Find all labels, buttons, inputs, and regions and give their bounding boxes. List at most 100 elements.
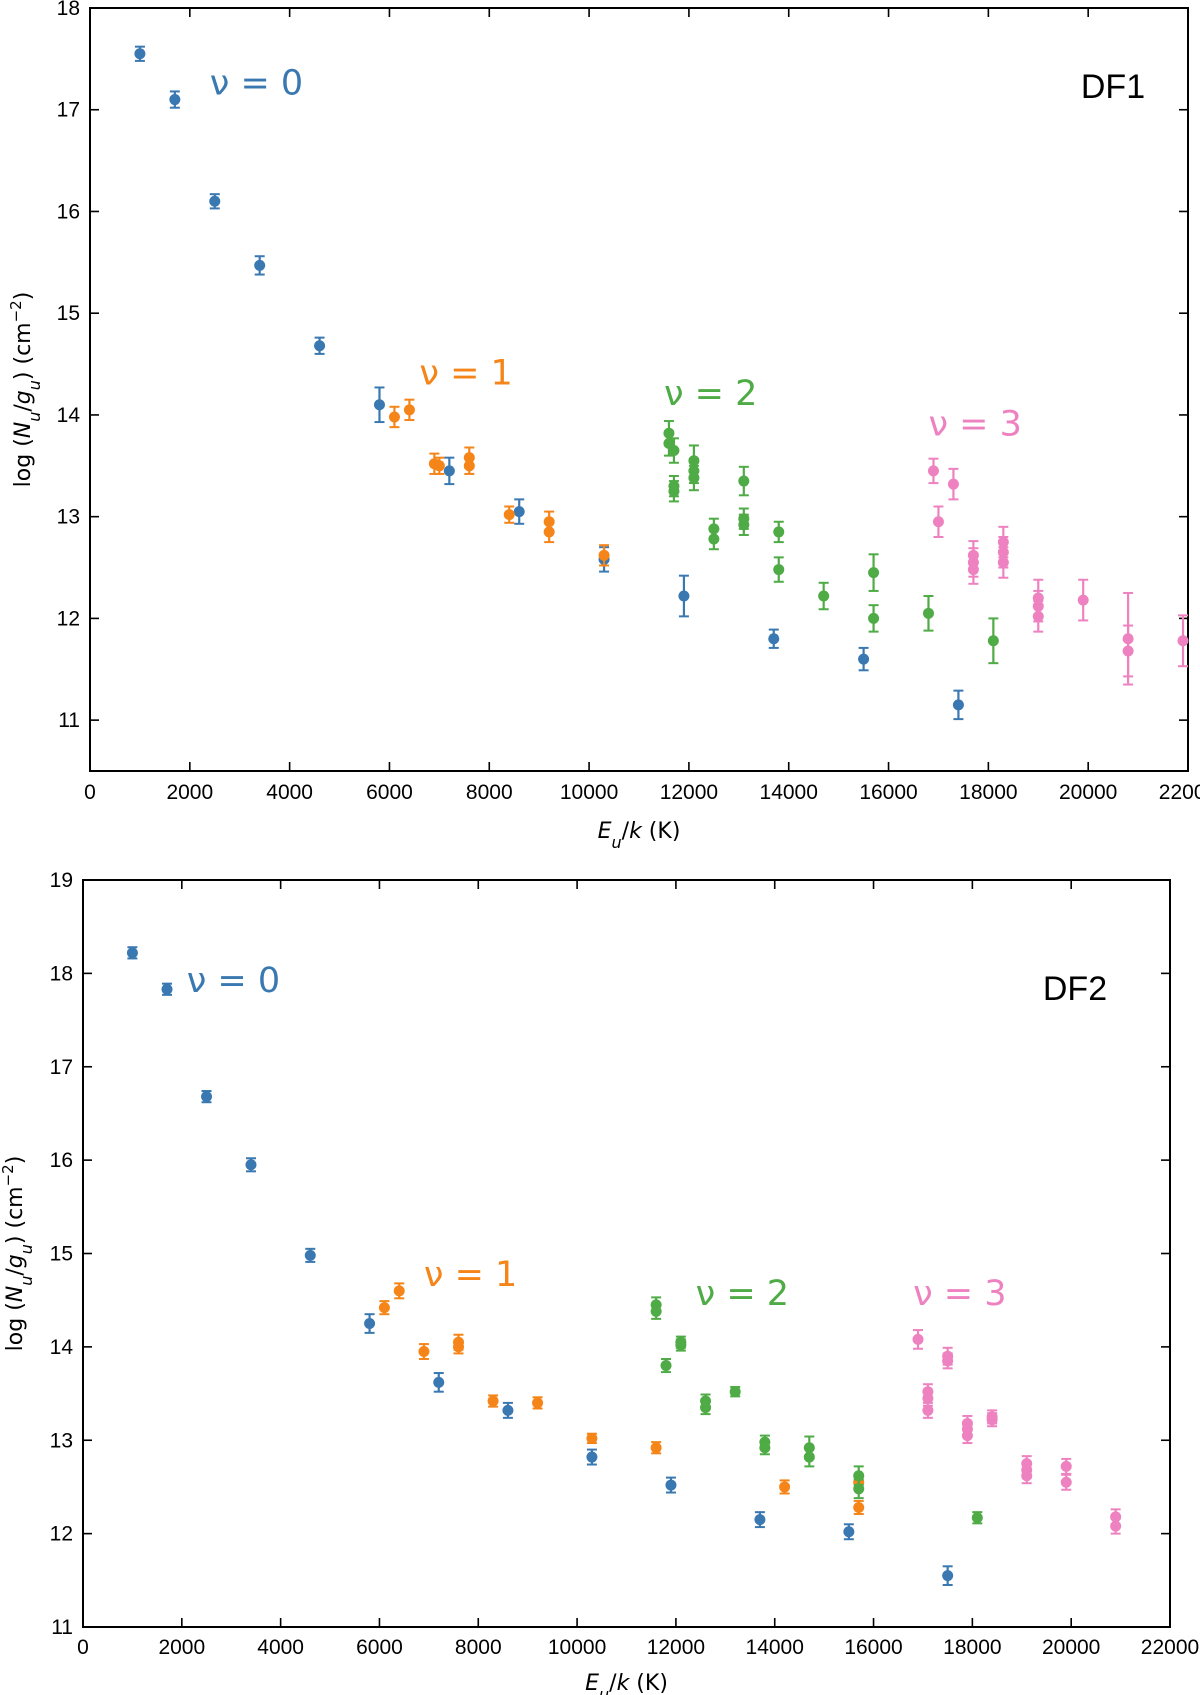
- axis-label-part: N: [11, 422, 36, 438]
- data-point: [650, 1441, 662, 1455]
- axis-label-part: /: [609, 1671, 617, 1695]
- data-marker: [868, 612, 880, 624]
- data-point: [779, 1479, 791, 1495]
- data-marker: [433, 460, 445, 472]
- data-point: [1060, 1473, 1072, 1491]
- axis-label-part: /: [11, 404, 36, 412]
- x-tick-label: 20000: [1042, 1636, 1100, 1659]
- data-marker: [961, 1430, 973, 1442]
- data-point: [1177, 614, 1189, 668]
- x-tick-label: 8000: [455, 1636, 502, 1659]
- data-marker: [675, 1339, 687, 1351]
- data-marker: [818, 590, 830, 602]
- data-point: [453, 1339, 465, 1355]
- data-marker: [665, 1479, 677, 1491]
- y-tick-label: 17: [57, 99, 80, 122]
- data-point: [598, 544, 610, 567]
- data-point: [922, 1401, 934, 1419]
- data-point: [1021, 1467, 1033, 1485]
- x-axis-label: Eu/k (K): [585, 1671, 668, 1695]
- data-point: [314, 336, 326, 355]
- x-tick-label: 6000: [356, 1636, 403, 1659]
- data-marker: [678, 590, 690, 602]
- data-point: [708, 527, 720, 551]
- data-marker: [1177, 635, 1189, 647]
- data-marker: [650, 1442, 662, 1454]
- data-marker: [126, 947, 138, 959]
- data-marker: [922, 1404, 934, 1416]
- data-marker: [768, 633, 780, 645]
- axis-label-part: u: [17, 1276, 36, 1286]
- series-v-1: [388, 398, 610, 567]
- data-marker: [952, 699, 964, 711]
- y-tick-label: 18: [50, 962, 73, 985]
- data-point: [729, 1386, 741, 1398]
- axis-label-part: g: [3, 1254, 28, 1268]
- data-marker: [947, 478, 959, 490]
- data-point: [403, 398, 415, 422]
- data-marker: [1110, 1520, 1122, 1532]
- data-marker: [543, 526, 555, 538]
- data-marker: [668, 485, 680, 497]
- axis-label-part: /: [3, 1268, 28, 1276]
- data-point: [134, 45, 146, 62]
- y-tick-label: 17: [50, 1056, 73, 1079]
- series-v-3: [912, 1329, 1122, 1535]
- data-marker: [403, 404, 415, 416]
- data-point: [503, 505, 515, 524]
- y-tick-label: 12: [50, 1523, 73, 1546]
- data-marker: [209, 195, 221, 207]
- data-point: [418, 1343, 430, 1361]
- plot-frame: [89, 7, 1189, 772]
- data-point: [433, 456, 445, 475]
- x-tick-label: 10000: [548, 1636, 606, 1659]
- data-marker: [433, 1376, 445, 1388]
- data-point: [773, 520, 785, 544]
- data-point: [443, 456, 455, 486]
- data-point: [961, 1427, 973, 1445]
- data-point: [818, 581, 830, 611]
- data-point: [161, 982, 173, 996]
- axis-label-part: g: [11, 390, 36, 404]
- data-point: [967, 554, 979, 585]
- series-v-3: [927, 457, 1189, 686]
- band-label-v0: ν = 0: [187, 961, 280, 1001]
- data-marker: [922, 1392, 934, 1404]
- axis-label-part: ) (cm: [11, 322, 36, 380]
- data-point: [922, 595, 934, 632]
- panel-title: DF1: [1081, 68, 1145, 106]
- data-point: [932, 505, 944, 539]
- data-point: [803, 1446, 815, 1468]
- x-tick-label: 18000: [943, 1636, 1001, 1659]
- data-point: [254, 255, 266, 276]
- x-tick-label: 2000: [166, 781, 213, 804]
- axis-label-part: u: [599, 1685, 609, 1695]
- data-point: [768, 628, 780, 649]
- data-point: [543, 520, 555, 544]
- y-tick-label: 18: [57, 0, 80, 20]
- axis-label-part: u: [25, 380, 44, 390]
- data-point: [912, 1329, 924, 1350]
- axis-label-part: u: [612, 833, 622, 852]
- y-tick-label: 15: [57, 302, 80, 325]
- axis-label-part: log (: [11, 438, 36, 487]
- data-marker: [487, 1395, 499, 1407]
- data-point: [373, 386, 385, 424]
- data-point: [169, 90, 181, 109]
- band-label-v0: ν = 0: [210, 63, 303, 103]
- data-marker: [1021, 1470, 1033, 1482]
- data-marker: [759, 1442, 771, 1454]
- data-marker: [1077, 594, 1089, 606]
- x-tick-label: 10000: [560, 781, 618, 804]
- data-point: [927, 457, 939, 485]
- data-point: [532, 1396, 544, 1410]
- data-point: [201, 1090, 213, 1104]
- data-point: [245, 1157, 257, 1173]
- data-marker: [986, 1414, 998, 1426]
- data-marker: [738, 519, 750, 531]
- panel-df2: 0 2000 4000 6000 8000 10000 12000 14000 16000 180…: [0, 869, 1199, 1695]
- axis-label-part: E: [598, 819, 612, 844]
- data-point: [688, 464, 700, 492]
- data-point: [388, 405, 400, 429]
